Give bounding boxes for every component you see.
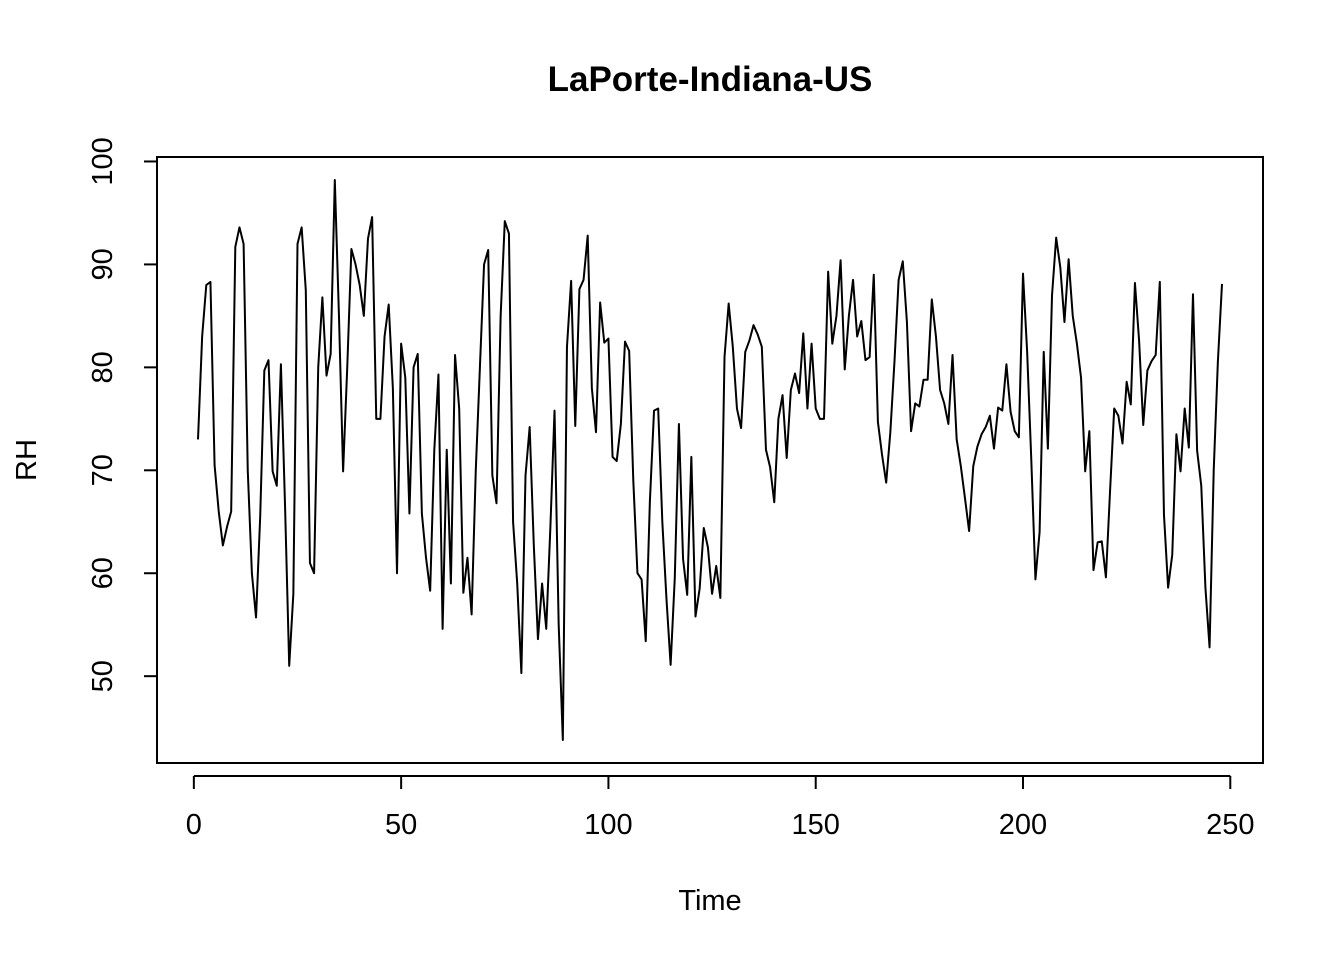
x-tick-label: 0	[186, 809, 202, 841]
y-tick-label: 100	[87, 137, 119, 185]
x-tick-label: 50	[385, 809, 417, 841]
y-tick-label: 90	[87, 248, 119, 280]
y-tick-label: 70	[87, 454, 119, 486]
x-axis: 0 50 100 150 200 250	[186, 775, 1254, 841]
x-tick-label: 200	[999, 809, 1047, 841]
series-line-rh	[197, 179, 1223, 741]
plot-area-frame	[156, 156, 1264, 764]
y-axis: 50 60 70 80 90 100	[87, 137, 158, 692]
x-tick-label: 150	[792, 809, 840, 841]
chart-title: LaPorte-Indiana-US	[548, 60, 873, 99]
x-axis-label: Time	[678, 885, 741, 917]
x-tick-label: 250	[1206, 809, 1254, 841]
x-tick-label: 100	[584, 809, 632, 841]
y-tick-label: 50	[87, 660, 119, 692]
y-tick-label: 80	[87, 351, 119, 383]
y-tick-label: 60	[87, 557, 119, 589]
y-axis-label: RH	[11, 439, 43, 481]
